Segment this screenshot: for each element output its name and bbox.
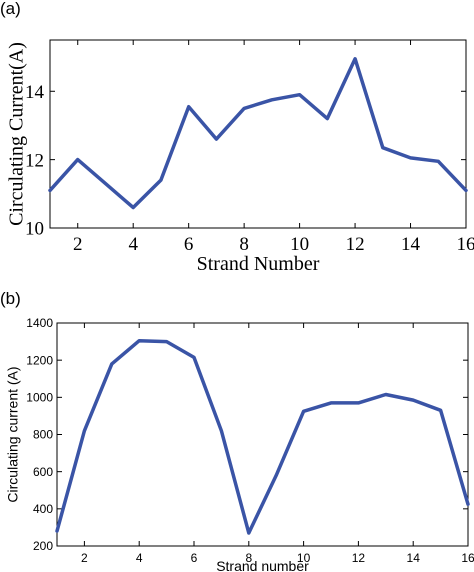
panel-b-y-tick-label: 200 <box>33 539 53 553</box>
panel-a-x-tick-label: 2 <box>73 234 83 255</box>
panel-b-x-tick-label: 10 <box>297 551 311 565</box>
panel-b-ticks: 2 4 6 8 10 12 14 16 200 400 600 800 1000 1200 1400 <box>26 316 474 565</box>
panel-b-y-tick-label: 600 <box>33 465 53 479</box>
panel-b-label: (b) <box>0 289 21 308</box>
panel-a-y-tick-label: 14 <box>25 82 45 103</box>
panel-a-y-axis-label: Circulating Current(A) <box>6 42 28 226</box>
panel-a-series-line <box>48 57 468 210</box>
panel-b-x-axis-label: Strand number <box>216 558 309 572</box>
panel-b-x-tick-label: 16 <box>461 551 474 565</box>
panel-a-x-tick-label: 12 <box>346 234 365 255</box>
panel-a-x-tick-label: 6 <box>184 234 194 255</box>
panel-b-y-tick-label: 800 <box>33 428 53 442</box>
panel-a-y-tick-label: 10 <box>25 219 44 240</box>
panel-a-x-tick-label: 14 <box>401 234 421 255</box>
panel-a-x-tick-label: 10 <box>290 234 309 255</box>
panel-b-series-line <box>55 338 470 535</box>
panel-b-y-axis-label: Circulating current (A) <box>5 366 21 502</box>
panel-b-y-tick-label: 1200 <box>26 353 53 367</box>
panel-a-label: (a) <box>0 0 21 18</box>
panel-b-x-tick-label: 6 <box>191 551 198 565</box>
panel-a-x-tick-label: 4 <box>128 234 138 255</box>
chart-panel-a: (a) 2 4 6 8 10 12 14 16 10 12 14 Strand Number Cir… <box>0 0 474 275</box>
panel-a-x-tick-label: 8 <box>239 234 249 255</box>
panel-b-x-tick-label: 14 <box>407 551 421 565</box>
panel-b-y-tick-label: 1000 <box>26 391 53 405</box>
panel-a-ticks: 2 4 6 8 10 12 14 16 10 12 14 <box>25 40 474 255</box>
panel-b-x-tick-label: 2 <box>81 551 88 565</box>
panel-a-y-tick-label: 12 <box>25 150 44 171</box>
panel-b-x-tick-label: 8 <box>245 551 252 565</box>
panel-b-y-tick-label: 400 <box>33 502 53 516</box>
chart-panel-b: (b) 2 4 6 8 10 12 14 16 200 400 600 800 1000 1200 1400… <box>0 289 474 572</box>
panel-b-x-tick-label: 4 <box>136 551 143 565</box>
panel-b-y-tick-label: 1400 <box>26 316 53 330</box>
panel-b-x-tick-label: 12 <box>352 551 366 565</box>
panel-a-plot-frame <box>49 39 467 229</box>
panel-a-x-tick-label: 16 <box>457 234 474 255</box>
panel-a-x-axis-label: Strand Number <box>197 253 320 275</box>
